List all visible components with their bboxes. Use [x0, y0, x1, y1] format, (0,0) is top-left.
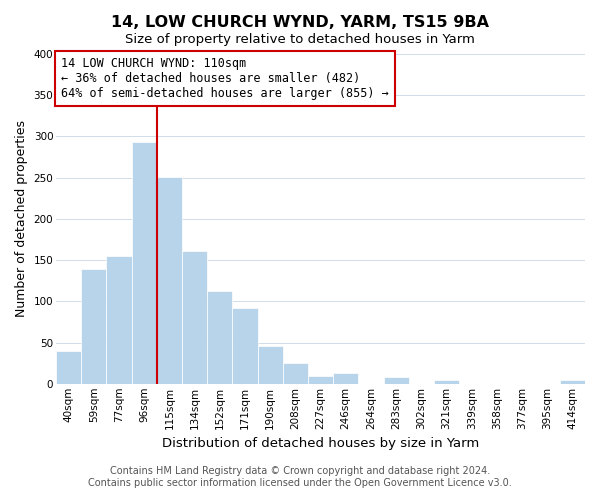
X-axis label: Distribution of detached houses by size in Yarm: Distribution of detached houses by size …: [162, 437, 479, 450]
Bar: [232, 308, 257, 384]
Bar: [182, 251, 207, 384]
Bar: [308, 376, 333, 384]
Bar: [207, 290, 232, 384]
Bar: [283, 363, 308, 384]
Bar: [106, 256, 131, 384]
Bar: [81, 269, 106, 384]
Bar: [56, 351, 81, 384]
Bar: [333, 373, 358, 384]
Text: Contains HM Land Registry data © Crown copyright and database right 2024.
Contai: Contains HM Land Registry data © Crown c…: [88, 466, 512, 487]
Y-axis label: Number of detached properties: Number of detached properties: [15, 120, 28, 318]
Text: 14 LOW CHURCH WYND: 110sqm
← 36% of detached houses are smaller (482)
64% of sem: 14 LOW CHURCH WYND: 110sqm ← 36% of deta…: [61, 58, 389, 100]
Bar: [560, 380, 585, 384]
Bar: [131, 142, 157, 384]
Bar: [383, 377, 409, 384]
Text: Size of property relative to detached houses in Yarm: Size of property relative to detached ho…: [125, 32, 475, 46]
Bar: [157, 177, 182, 384]
Text: 14, LOW CHURCH WYND, YARM, TS15 9BA: 14, LOW CHURCH WYND, YARM, TS15 9BA: [111, 15, 489, 30]
Bar: [257, 346, 283, 384]
Bar: [434, 380, 459, 384]
